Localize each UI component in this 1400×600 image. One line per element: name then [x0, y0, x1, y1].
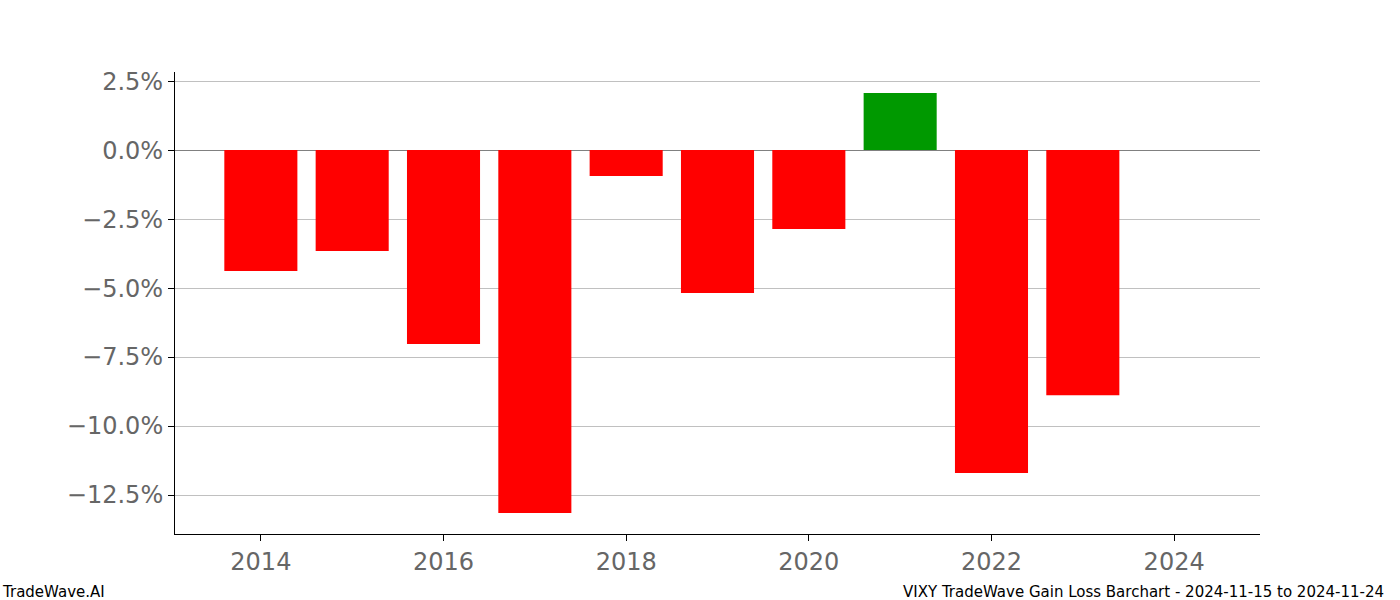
svg-text:−2.5%: −2.5%	[82, 206, 163, 234]
svg-text:−10.0%: −10.0%	[67, 412, 163, 440]
svg-text:2022: 2022	[961, 548, 1022, 576]
svg-text:−7.5%: −7.5%	[82, 343, 163, 371]
svg-text:−12.5%: −12.5%	[67, 481, 163, 509]
svg-text:2018: 2018	[596, 548, 657, 576]
svg-text:2014: 2014	[230, 548, 291, 576]
svg-text:−5.0%: −5.0%	[82, 275, 163, 303]
svg-text:TradeWave.AI: TradeWave.AI	[2, 583, 105, 600]
svg-text:2020: 2020	[778, 548, 839, 576]
svg-text:2.5%: 2.5%	[102, 68, 163, 96]
svg-text:2024: 2024	[1144, 548, 1205, 576]
svg-text:2016: 2016	[413, 548, 474, 576]
svg-text:0.0%: 0.0%	[102, 137, 163, 165]
svg-text:VIXY TradeWave Gain Loss Barch: VIXY TradeWave Gain Loss Barchart - 2024…	[903, 583, 1384, 600]
